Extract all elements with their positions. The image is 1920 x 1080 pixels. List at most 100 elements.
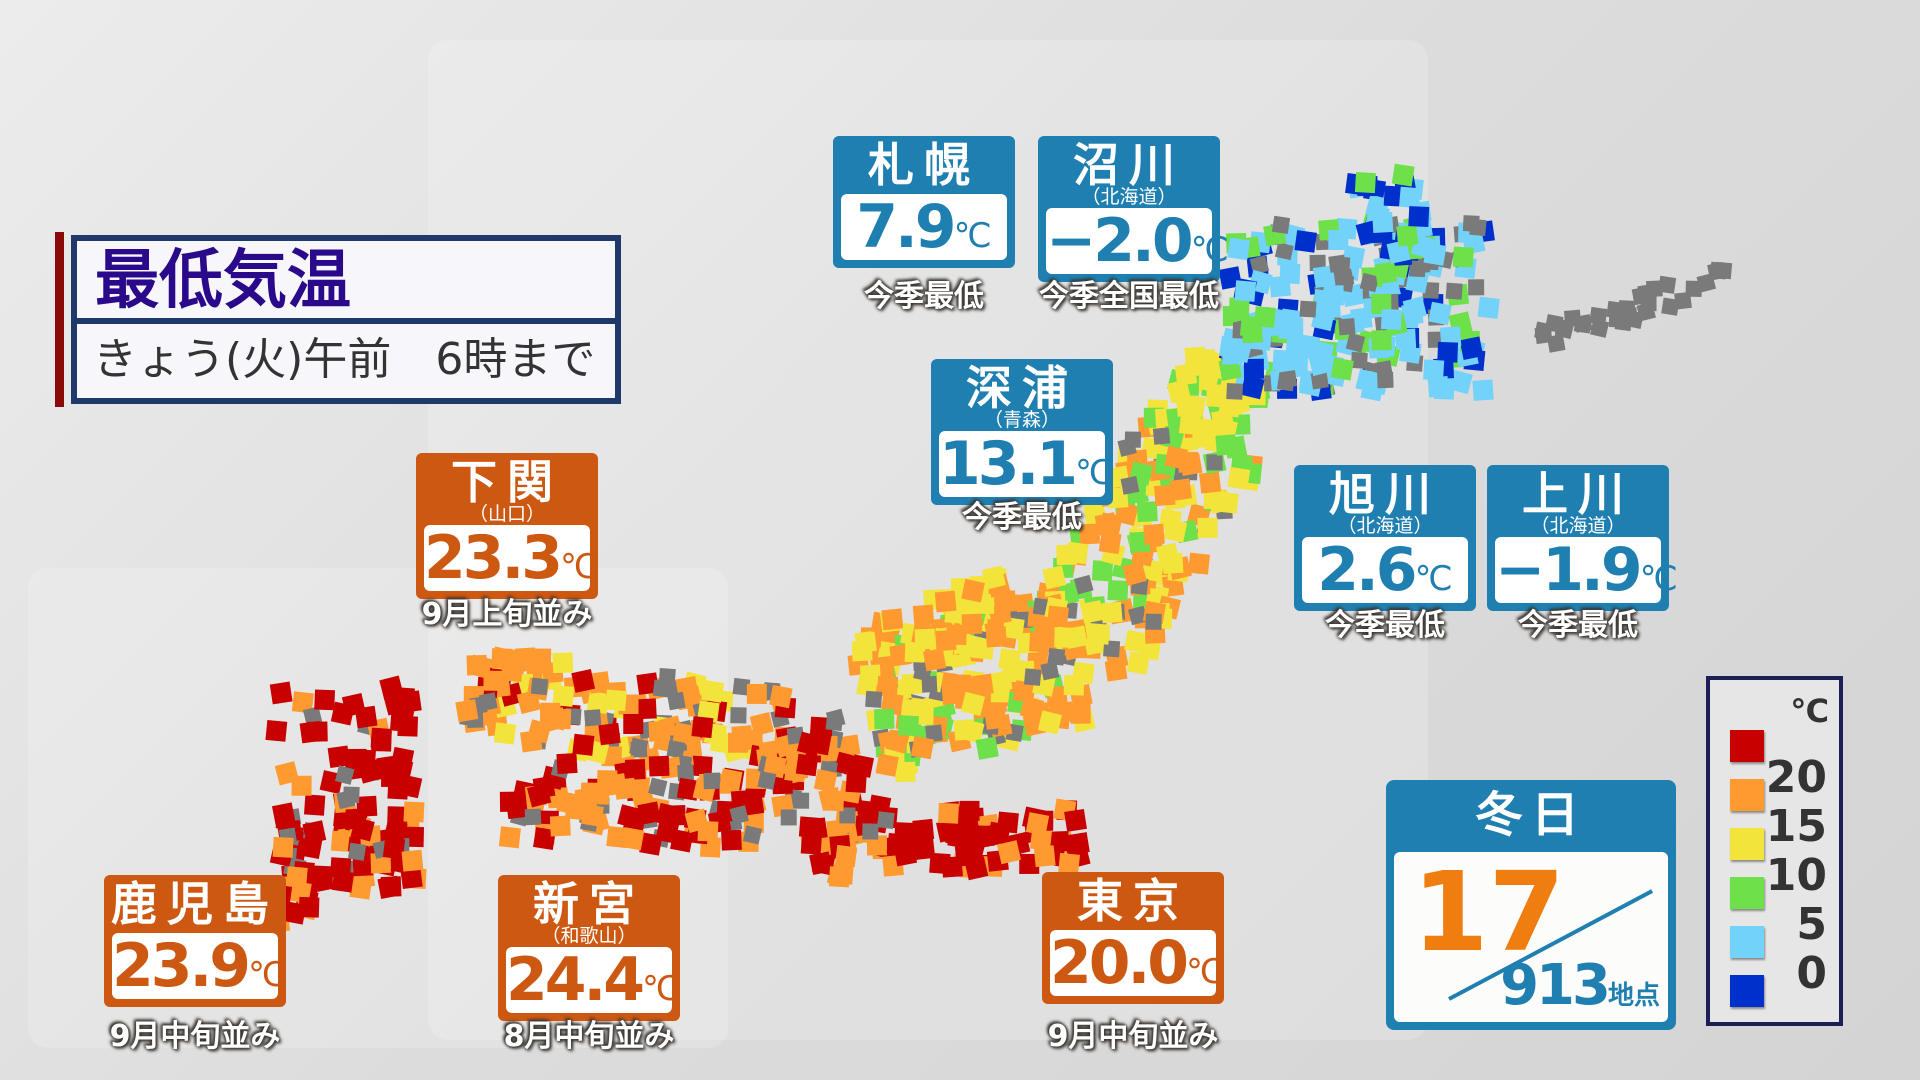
observation-point [946,624,967,646]
observation-point [749,711,774,737]
observation-point [335,765,355,785]
observation-point [1222,306,1243,327]
observation-point [1037,710,1062,735]
observation-point [912,604,935,627]
station-name: 上川 [1522,467,1634,521]
observation-point [1380,308,1402,330]
fuyubi-box: 冬日 17 913地点 [1386,780,1676,1030]
observation-point [796,731,822,757]
observation-point [1707,261,1726,281]
legend-swatch [1730,877,1764,909]
observation-point [984,707,1007,730]
page-subtitle: きょう(火)午前 6時まで [93,334,596,385]
observation-point [1179,413,1201,436]
observation-point [1271,215,1291,234]
observation-point [742,825,763,845]
observation-point [854,630,877,654]
observation-point [656,802,681,827]
observation-point [672,722,696,746]
observation-point [862,823,879,840]
station-box: 下関 （山口） 23.3℃ [416,453,598,599]
observation-point [314,689,336,711]
observation-point [354,705,378,729]
observation-point [1459,336,1484,360]
observation-point [272,836,294,858]
observation-point [1469,218,1487,237]
observation-point [850,754,875,778]
station-box: 東京 20.0℃ [1042,872,1224,1004]
observation-point [584,709,602,727]
observation-point [291,691,314,714]
observation-point [1428,301,1452,326]
observation-point [730,789,753,812]
observation-point [974,825,995,846]
observation-point [1445,282,1463,300]
observation-point [1023,668,1042,686]
observation-point [1163,518,1188,543]
observation-point [526,783,552,808]
observation-point [757,770,777,790]
observation-point [800,833,822,855]
observation-point [677,764,695,782]
observation-point [1152,427,1171,445]
temperature-value: 20.0 [1050,928,1189,998]
observation-point [1126,651,1151,675]
observation-point [1423,242,1447,266]
observation-point [1299,300,1317,318]
observation-point [1354,172,1376,194]
observation-point [719,768,743,792]
observation-point [303,794,326,816]
legend-label: 0 [1796,948,1827,999]
observation-point [1243,358,1265,379]
observation-point [1328,254,1347,273]
observation-point [597,770,618,791]
observation-point [1091,560,1114,582]
observation-point [302,706,323,726]
observation-point [997,840,1022,865]
observation-point [811,851,836,876]
observation-point [1155,542,1180,567]
observation-point [552,652,574,674]
observation-point [1054,627,1075,648]
observation-point [1040,661,1060,681]
observation-point [703,772,720,790]
observation-point [728,732,749,753]
observation-point [1070,703,1091,724]
observation-point [483,670,504,691]
observation-point [327,745,351,769]
station-name: 新宮 [533,877,645,931]
legend-swatch [1730,926,1764,958]
observation-point [730,707,747,724]
observation-point [629,737,649,757]
observation-point [1145,613,1162,630]
station-name: 深浦 [966,361,1078,415]
observation-point [352,855,374,877]
observation-point [1239,315,1262,338]
observation-point [746,683,767,704]
temperature-unit: ℃ [1414,559,1453,599]
page-title: 最低気温 [77,241,615,324]
observation-point [1166,379,1191,404]
observation-point [1396,224,1419,247]
observation-point [636,672,659,695]
observation-point [1064,808,1087,832]
observation-point [1066,832,1090,855]
observation-point [349,876,373,900]
observation-point [385,774,410,799]
observation-point [839,807,856,824]
observation-point [985,626,1007,648]
station-prefecture: （山口） [468,503,545,525]
observation-point [721,829,742,851]
observation-point [960,691,986,717]
legend-swatch [1730,779,1764,811]
observation-point [941,856,963,878]
observation-point [1408,206,1430,228]
observation-point [1658,275,1677,294]
observation-point [1423,359,1445,381]
observation-point [1391,163,1415,187]
observation-point [354,749,376,771]
observation-point [1371,330,1392,351]
legend-label: 5 [1796,899,1827,950]
observation-point [914,628,936,650]
